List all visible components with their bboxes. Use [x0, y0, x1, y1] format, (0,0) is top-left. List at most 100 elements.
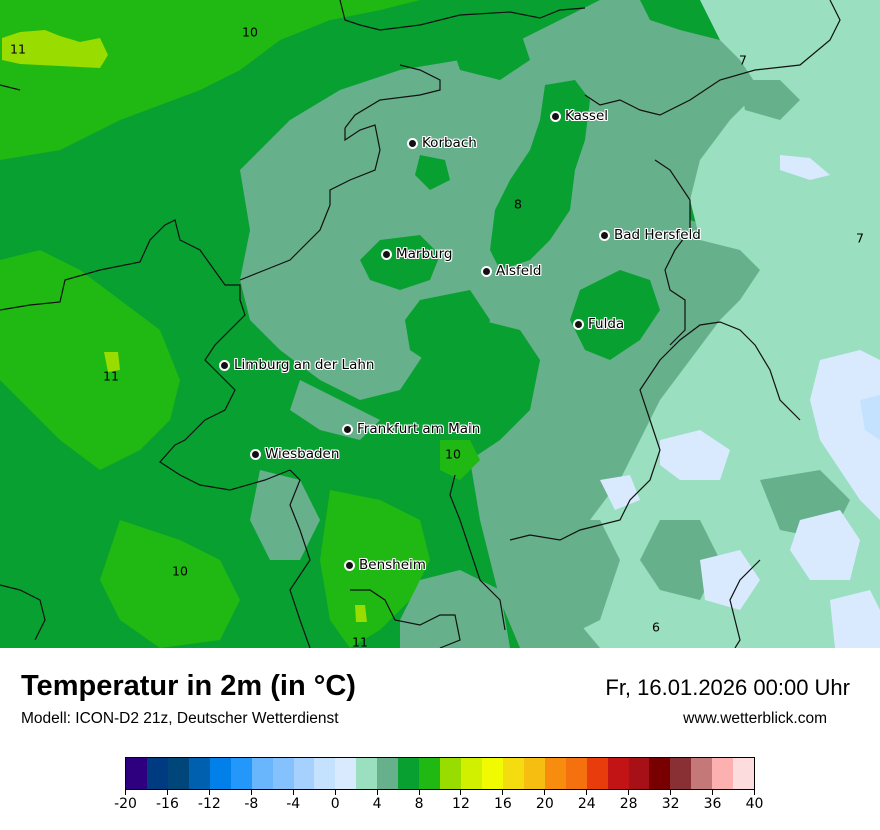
city-dot-icon: [407, 137, 418, 149]
city-marker: Fulda: [573, 316, 625, 332]
colorbar-segment: [607, 758, 629, 789]
colorbar-segment: [649, 758, 671, 789]
colorbar-tick-label: 16: [493, 796, 512, 812]
colorbar-tick: [544, 790, 546, 795]
colorbar-ticks: -20 -16 -12 -8 -4 0 4 8 12 16 20 24 28 32 36 40: [114, 790, 763, 820]
colorbar-segment: [272, 758, 294, 789]
colorbar-tick: [292, 790, 294, 795]
colorbar-tick: [250, 790, 252, 795]
colorbar-segment: [335, 758, 357, 789]
colorbar-segment: [481, 758, 503, 789]
colorbar-tick: [628, 790, 630, 795]
colorbar-tick: [670, 790, 672, 795]
colorbar-tick: [460, 790, 462, 795]
colorbar-tick-label: -20: [114, 796, 137, 812]
colorbar-tick: [166, 790, 168, 795]
colorbar-segment: [670, 758, 692, 789]
colorbar-segment: [314, 758, 336, 789]
city-marker: Marburg: [381, 246, 453, 262]
city-marker: Frankfurt am Main: [342, 421, 481, 437]
colorbar-tick-label: -12: [197, 796, 221, 812]
isotherm-label: 11: [103, 368, 119, 384]
city-marker: Bensheim: [344, 557, 426, 573]
colorbar-tick: [125, 790, 126, 795]
colorbar-tick-label: 0: [330, 796, 340, 812]
colorbar-segment: [502, 758, 524, 789]
colorbar-segment: [440, 758, 461, 789]
city-dot-icon: [344, 559, 355, 571]
isotherm-label: 10: [242, 24, 258, 40]
city-name: Alsfeld: [496, 263, 542, 279]
colorbar-segment: [126, 758, 147, 789]
city-marker: Kassel: [550, 108, 609, 124]
colorbar-tick: [208, 790, 210, 795]
isotherm-label: 11: [352, 634, 368, 650]
colorbar-tick-label: 12: [452, 796, 470, 812]
isotherm-label: 11: [10, 41, 26, 57]
city-name: Limburg an der Lahn: [234, 357, 375, 373]
city-dot-icon: [250, 448, 261, 460]
city-marker: Bad Hersfeld: [599, 227, 701, 243]
colorbar-tick-label: 8: [414, 796, 424, 812]
city-name: Kassel: [565, 108, 609, 124]
city-marker: Limburg an der Lahn: [219, 357, 375, 373]
city-name: Frankfurt am Main: [357, 421, 481, 437]
isotherm-label: 7: [856, 230, 864, 246]
colorbar-segment: [377, 758, 399, 789]
colorbar-segment: [628, 758, 650, 789]
colorbar-tick-label: 32: [661, 796, 680, 812]
colorbar-segment: [544, 758, 566, 789]
city-dot-icon: [342, 423, 353, 435]
colorbar-segment: [691, 758, 713, 789]
colorbar-segment: [586, 758, 608, 789]
city-marker: Korbach: [407, 135, 477, 151]
colorbar-segment: [188, 758, 210, 789]
city-marker: Alsfeld: [481, 263, 542, 279]
colorbar-segment: [419, 758, 441, 789]
colorbar-segment: [565, 758, 587, 789]
city-name: Bensheim: [359, 557, 426, 573]
colorbar-segment: [293, 758, 315, 789]
city-marker: Wiesbaden: [250, 446, 340, 462]
isotherm-label: 10: [445, 446, 461, 462]
colorbar-tick-label: -8: [244, 796, 259, 812]
city-dot-icon: [550, 110, 561, 122]
city-name: Korbach: [422, 135, 477, 151]
colorbar-tick: [334, 790, 336, 795]
colorbar-tick-label: -16: [155, 796, 179, 812]
city-name: Fulda: [588, 316, 625, 332]
city-name: Marburg: [396, 246, 453, 262]
colorbar-segment: [461, 758, 482, 789]
isotherm-label: 10: [172, 563, 188, 579]
colorbar-segment: [398, 758, 420, 789]
colorbar-segment: [523, 758, 545, 789]
map-title: Temperatur in 2m (in °C): [21, 670, 356, 702]
isotherm-label: 7: [739, 52, 747, 68]
colorbar-tick: [418, 790, 420, 795]
city-name: Bad Hersfeld: [614, 227, 701, 243]
colorbar-segment: [712, 758, 734, 789]
map-raster: [0, 0, 880, 648]
isotherm-label: 6: [652, 619, 660, 635]
colorbar-tick-label: 36: [703, 796, 722, 812]
colorbar-tick-label: 28: [619, 796, 638, 812]
colorbar-tick-label: -4: [286, 796, 301, 812]
city-dot-icon: [573, 318, 584, 330]
city-dot-icon: [481, 265, 492, 277]
website-url: www.wetterblick.com: [683, 710, 827, 727]
colorbar-segment: [209, 758, 231, 789]
city-dot-icon: [381, 248, 392, 260]
colorbar-segment: [230, 758, 252, 789]
colorbar-segment: [356, 758, 378, 789]
colorbar-segment: [146, 758, 168, 789]
forecast-datetime: Fr, 16.01.2026 00:00 Uhr: [605, 675, 850, 700]
temperature-colorbar: [125, 757, 755, 790]
colorbar-tick: [712, 790, 714, 795]
colorbar-tick-label: 20: [535, 796, 554, 812]
colorbar-tick: [754, 790, 755, 795]
city-dot-icon: [219, 359, 230, 371]
colorbar-tick: [376, 790, 378, 795]
colorbar-tick-label: 40: [745, 796, 764, 812]
city-name: Wiesbaden: [265, 446, 340, 462]
city-dot-icon: [599, 229, 610, 241]
